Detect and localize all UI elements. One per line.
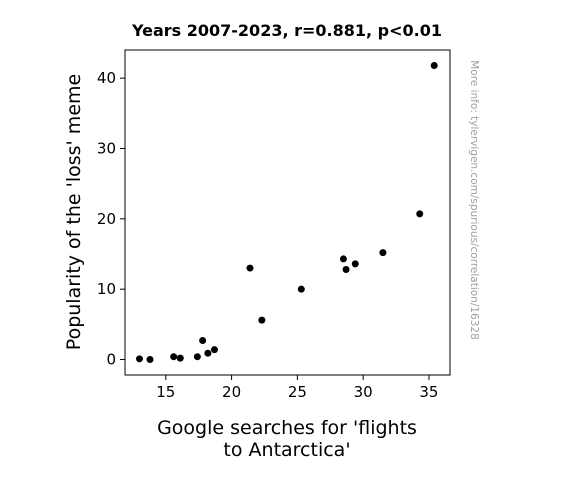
- data-point: [342, 265, 350, 273]
- x-tick-label: 30: [354, 383, 373, 401]
- x-tick-label: 15: [156, 383, 175, 401]
- data-point: [204, 349, 212, 357]
- x-axis-label: Google searches for 'flights: [157, 417, 417, 439]
- watermark: More info: tylervigen.com/spurious/corre…: [468, 60, 480, 340]
- y-tick-label: 20: [97, 210, 116, 228]
- data-point: [258, 316, 266, 324]
- data-point: [146, 356, 154, 364]
- y-tick-label: 40: [97, 69, 116, 87]
- x-tick-label: 20: [222, 383, 241, 401]
- data-point: [416, 210, 424, 218]
- x-axis: 15 20 25 30 35: [156, 375, 438, 401]
- y-axis: 0 10 20 30 40: [97, 69, 125, 369]
- y-tick-label: 30: [97, 139, 116, 157]
- x-tick-label: 25: [288, 383, 307, 401]
- data-point: [246, 264, 254, 272]
- y-tick-label: 0: [106, 351, 116, 369]
- data-point: [199, 337, 207, 345]
- y-axis-label: Popularity of the 'loss' meme: [63, 74, 85, 350]
- data-point: [176, 354, 184, 362]
- data-point: [193, 353, 201, 361]
- data-points: [135, 61, 438, 364]
- data-point: [210, 346, 218, 354]
- chart-title: Years 2007-2023, r=0.881, p<0.01: [131, 21, 442, 40]
- data-point: [379, 249, 387, 257]
- data-point: [339, 255, 347, 263]
- data-point: [170, 353, 178, 361]
- data-point: [351, 260, 359, 268]
- x-tick-label: 35: [419, 383, 438, 401]
- y-tick-label: 10: [97, 280, 116, 298]
- plot-area: [124, 49, 451, 376]
- x-axis-label-line-2: to Antarctica': [223, 439, 350, 461]
- data-point: [297, 285, 305, 293]
- data-point: [430, 61, 438, 69]
- data-point: [135, 355, 143, 363]
